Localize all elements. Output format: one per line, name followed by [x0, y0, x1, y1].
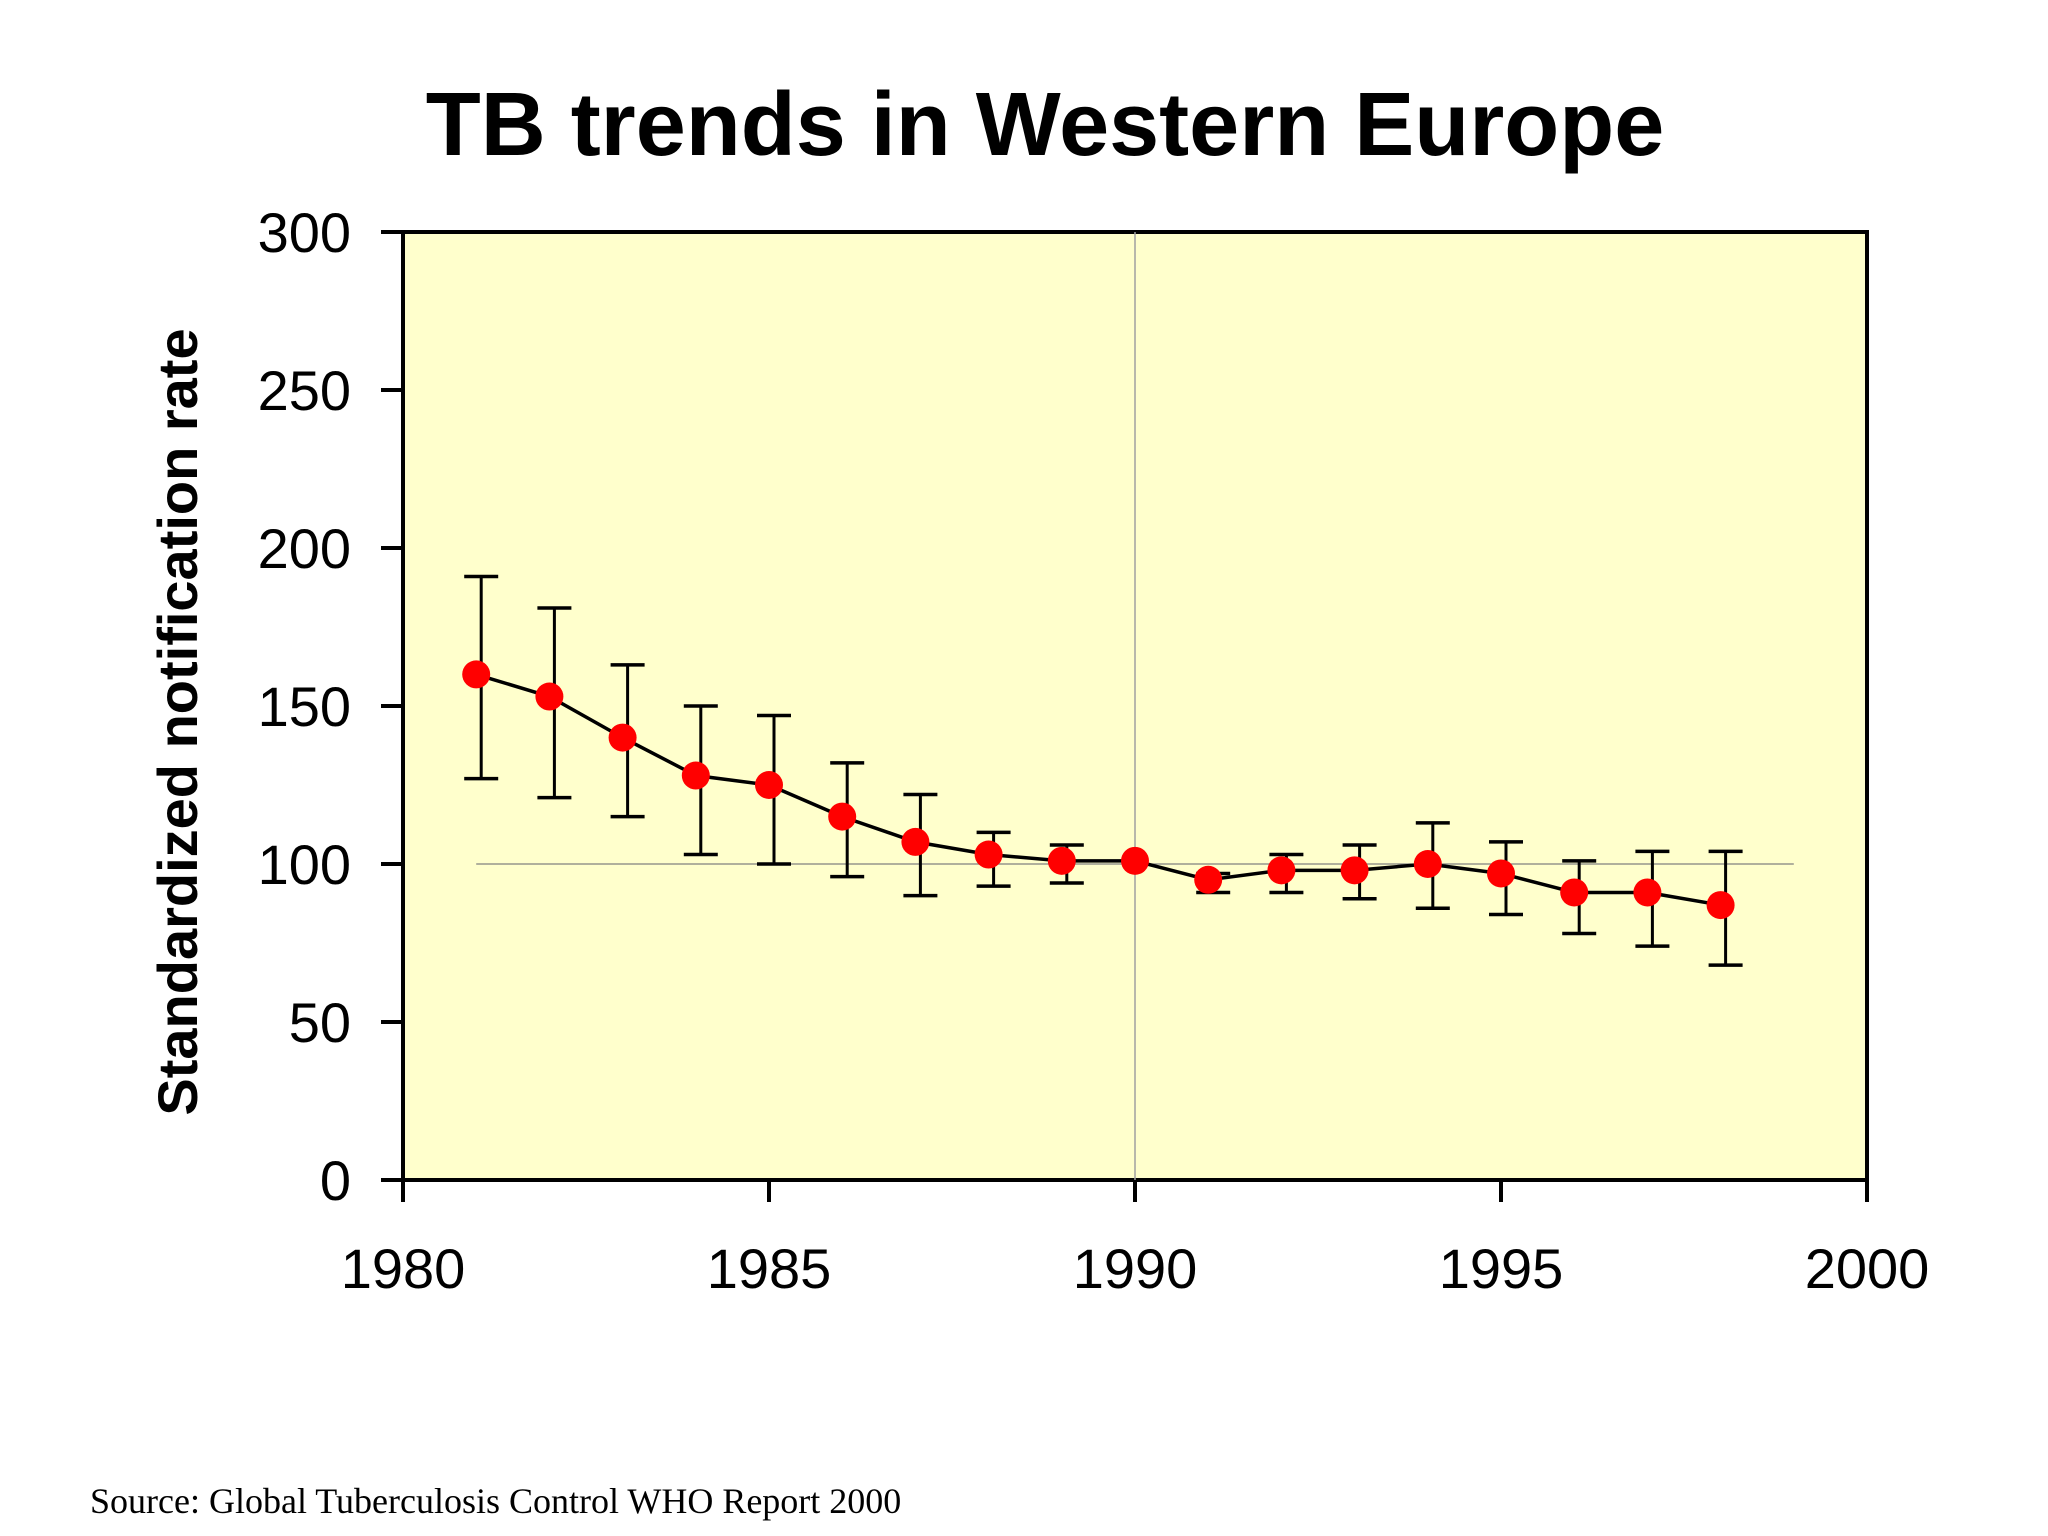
- data-point: [1194, 865, 1223, 894]
- y-tick-label: 100: [258, 833, 351, 896]
- data-point: [828, 802, 857, 831]
- data-points: [462, 660, 1735, 920]
- data-point: [1487, 859, 1515, 888]
- data-point: [1340, 856, 1369, 885]
- data-point: [1267, 856, 1296, 885]
- source-note: Source: Global Tuberculosis Control WHO …: [90, 1481, 902, 1521]
- x-tick-label: 1990: [1073, 1237, 1198, 1300]
- data-point: [608, 723, 637, 752]
- data-point: [1121, 846, 1149, 875]
- x-tick-label: 1985: [707, 1237, 832, 1300]
- y-tick-label: 200: [258, 517, 351, 580]
- y-tick-label: 50: [289, 991, 351, 1054]
- data-point: [1413, 850, 1442, 878]
- data-point: [1047, 846, 1076, 875]
- x-tick-label: 2000: [1805, 1237, 1930, 1300]
- data-point: [901, 827, 930, 856]
- x-tick-label: 1995: [1439, 1237, 1564, 1300]
- data-point: [755, 771, 783, 799]
- chart-title: TB trends in Western Europe: [426, 75, 1665, 175]
- data-point: [1633, 878, 1662, 907]
- data-point: [1706, 891, 1735, 920]
- data-point: [974, 840, 1003, 869]
- y-tick-label: 0: [320, 1149, 351, 1212]
- x-tick-label: 1980: [341, 1237, 466, 1300]
- data-point: [535, 682, 564, 711]
- y-tick-label: 150: [258, 675, 351, 738]
- data-point: [1560, 878, 1589, 907]
- y-axis-ticks: 0 50 100 150 200 250 300: [258, 201, 403, 1212]
- data-point: [681, 761, 710, 790]
- data-point: [462, 660, 491, 689]
- y-axis-label: Standardized notification rate: [146, 328, 209, 1115]
- y-tick-label: 300: [258, 201, 351, 264]
- x-axis-ticks: 1980 1985 1990 1995 2000: [341, 1180, 1930, 1300]
- y-tick-label: 250: [258, 359, 351, 422]
